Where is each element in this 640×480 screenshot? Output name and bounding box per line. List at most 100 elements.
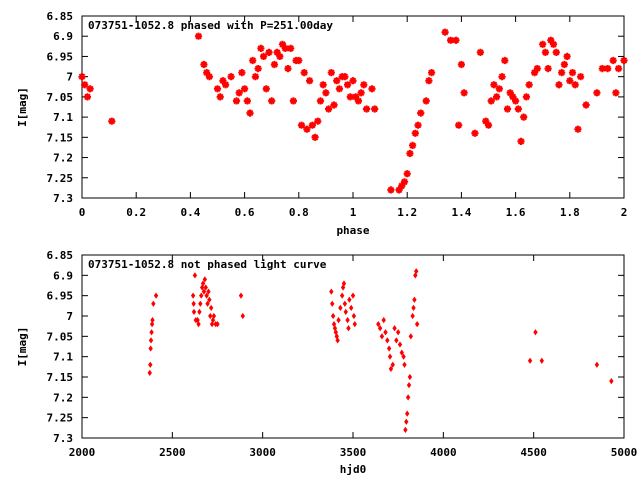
data-point [251,73,259,81]
data-point [249,56,257,65]
y-tick-label: 7.1 [53,111,73,124]
data-point [408,333,413,340]
data-point [452,36,460,44]
data-point [490,81,498,89]
data-point [329,288,334,295]
data-point [342,300,348,307]
data-point [192,272,198,279]
y-tick-label: 7.15 [47,131,74,144]
data-point [407,373,413,381]
data-point [205,73,213,81]
data-point [476,48,484,56]
data-point [325,105,333,113]
data-point [345,316,350,324]
data-point [150,316,155,324]
data-point [350,292,356,299]
data-point [86,85,94,93]
x-tick-label: 1.2 [397,206,417,219]
data-point [222,81,230,89]
data-point [376,321,381,328]
x-tick-label: 0.4 [180,206,200,219]
data-point [568,69,577,77]
data-point [147,369,152,377]
data-point [241,85,249,93]
data-point [368,85,376,93]
data-point [346,325,351,332]
data-point [582,101,590,109]
data-point [83,93,91,101]
data-point [522,93,530,101]
data-point [148,361,153,368]
data-point [457,60,465,69]
data-point [330,312,336,320]
data-point [412,296,417,303]
unphased-light-curve-panel: 2000 2500 3000 3500 4000 4500 5000 6.85 6.9 6.95 7… [16,249,637,476]
data-point [300,69,308,77]
data-point [149,321,155,328]
data-point [203,69,211,77]
x-tick-label: 0.6 [235,206,255,219]
data-point [379,333,385,340]
data-point [560,60,568,69]
data-point [246,109,254,117]
data-point [333,77,341,85]
data-point [405,394,411,401]
data-point [148,337,154,344]
y-tick-label: 6.95 [47,290,74,303]
data-point [149,329,154,336]
data-point [78,73,86,81]
data-point [566,77,574,85]
data-point [260,52,268,60]
data-point [273,48,281,56]
data-point [397,341,403,348]
data-point [609,56,617,65]
y-tick-label: 7.15 [47,371,74,384]
data-point [153,292,159,299]
x-tick-label: 2 [621,206,628,219]
data-point [354,97,362,105]
data-point [202,276,208,283]
data-point [503,105,512,113]
data-point [417,109,425,117]
data-point [422,97,430,105]
data-point [403,426,408,433]
data-point [394,337,399,344]
data-point [404,418,409,425]
y-tick-label: 6.9 [53,30,73,43]
data-point [501,56,509,65]
data-point [574,125,582,133]
data-point [593,89,601,97]
data-point [190,292,196,299]
x-tick-label: 1.8 [560,206,580,219]
data-point [493,93,501,101]
data-point [339,292,345,299]
data-point [208,304,214,311]
data-point [395,329,401,336]
data-point [270,60,278,69]
data-point [316,97,325,105]
data-point [506,89,514,97]
data-point [414,268,419,275]
data-point [191,300,196,307]
x-tick-label: 0.2 [126,206,146,219]
data-point [352,93,360,101]
data-point [403,170,411,178]
data-point [351,312,357,320]
data-point [609,377,614,385]
data-point [198,300,203,307]
data-point [612,89,620,97]
data-point [360,81,368,89]
data-point [254,65,262,73]
y-tick-label: 7.05 [47,91,74,104]
x-tick-label: 1.4 [451,206,471,219]
x-axis-label: phase [336,224,369,237]
data-point [615,65,623,73]
data-point [471,129,479,137]
data-point [306,77,314,85]
data-point [265,48,273,56]
data-point [327,69,335,77]
data-point [598,65,606,73]
data-point [406,382,412,389]
data-point [243,97,251,105]
